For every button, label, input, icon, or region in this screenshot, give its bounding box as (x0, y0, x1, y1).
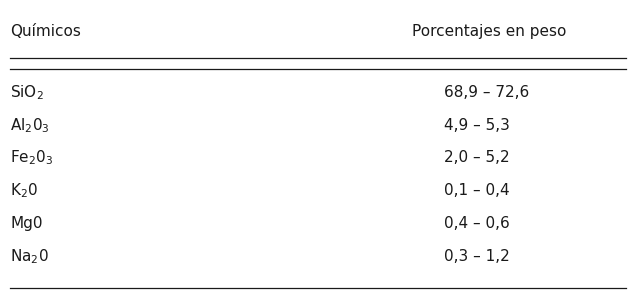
Text: 0,3 – 1,2: 0,3 – 1,2 (443, 249, 509, 264)
Text: SiO$_2$: SiO$_2$ (10, 83, 44, 102)
Text: Químicos: Químicos (10, 24, 81, 39)
Text: 2,0 – 5,2: 2,0 – 5,2 (443, 150, 509, 165)
Text: Na$_2$0: Na$_2$0 (10, 247, 49, 266)
Text: Mg0: Mg0 (10, 216, 43, 231)
Text: 4,9 – 5,3: 4,9 – 5,3 (443, 118, 509, 133)
Text: 0,1 – 0,4: 0,1 – 0,4 (443, 183, 509, 198)
Text: Porcentajes en peso: Porcentajes en peso (412, 24, 567, 39)
Text: Al$_2$0$_3$: Al$_2$0$_3$ (10, 116, 50, 135)
Text: K$_2$0: K$_2$0 (10, 181, 38, 200)
Text: 0,4 – 0,6: 0,4 – 0,6 (443, 216, 509, 231)
Text: 68,9 – 72,6: 68,9 – 72,6 (443, 85, 529, 100)
Text: Fe$_2$0$_3$: Fe$_2$0$_3$ (10, 149, 53, 167)
